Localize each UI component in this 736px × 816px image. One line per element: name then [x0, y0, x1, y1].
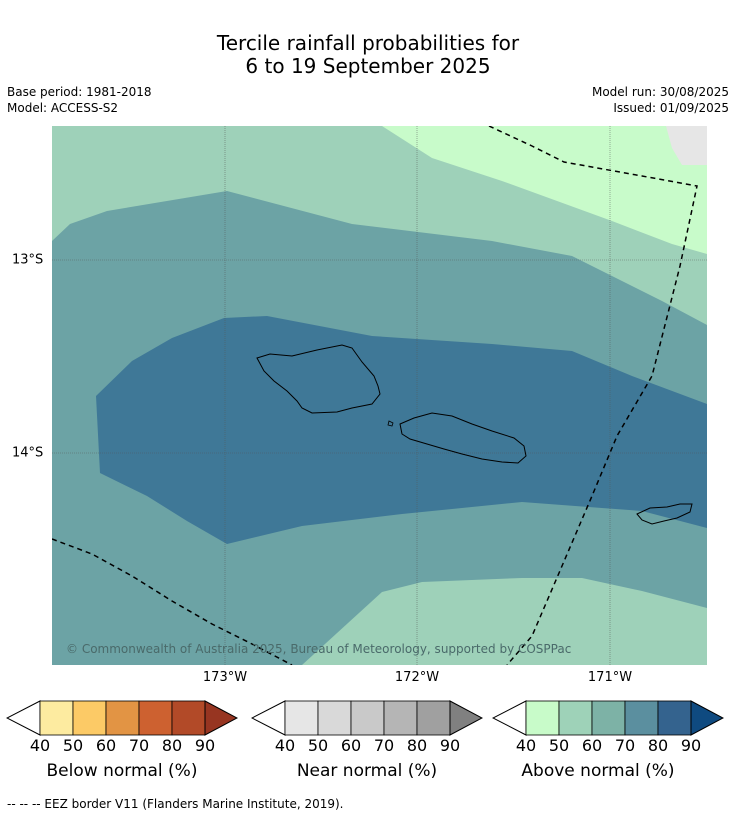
- cb2-tick-60: 60: [340, 736, 362, 755]
- colorbar-above-normal: 40 50 60 70 80 90 Above normal (%): [491, 700, 725, 781]
- lat-label-14s: 14°S: [12, 445, 44, 461]
- cb2-title: Near normal (%): [296, 761, 438, 781]
- chart-title-line1: Tercile rainfall probabilities for: [216, 31, 520, 55]
- cb3-swatch-70: [624, 700, 659, 736]
- cb1-tick-60: 60: [95, 736, 117, 755]
- cb2-swatch-40: [284, 700, 319, 736]
- cb2-tick-50: 50: [307, 736, 329, 755]
- eez-border-west: [52, 538, 293, 665]
- lon-label-171w: 171°W: [587, 670, 633, 685]
- cb1-swatch-50: [72, 700, 107, 736]
- chart-title-line2: 6 to 19 September 2025: [245, 54, 491, 78]
- cb1-tick-70: 70: [128, 736, 150, 755]
- colorbar-below-normal: 40 50 60 70 80 90 Below normal (%): [5, 700, 239, 781]
- probability-map: © Commonwealth of Australia 2025, Bureau…: [52, 126, 707, 665]
- model-info: Base period: 1981-2018 Model: ACCESS-S2: [7, 84, 152, 116]
- cb2-swatch-80: [416, 700, 451, 736]
- contour-40-northeast: [382, 126, 707, 254]
- run-info: Model run: 30/08/2025 Issued: 01/09/2025: [592, 84, 729, 116]
- cb3-tick-80: 80: [647, 736, 669, 755]
- cb3-title: Above normal (%): [521, 761, 675, 781]
- cb1-tick-50: 50: [62, 736, 84, 755]
- cb1-swatch-70: [138, 700, 173, 736]
- cb2-tick-80: 80: [406, 736, 428, 755]
- cb3-tick-50: 50: [548, 736, 570, 755]
- cb3-swatch-50: [558, 700, 593, 736]
- cb3-arrow-low: [491, 700, 527, 736]
- contour-50-south: [302, 578, 707, 665]
- cb3-swatch-40: [525, 700, 560, 736]
- cb2-swatch-50: [317, 700, 352, 736]
- colorbar-near-normal-swatches: [250, 700, 484, 736]
- colorbar-below-normal-swatches: [5, 700, 239, 736]
- cb1-title: Below normal (%): [46, 761, 198, 781]
- footnote: -- -- -- EEZ border V11 (Flanders Marine…: [7, 797, 344, 811]
- cb1-arrow-low: [5, 700, 41, 736]
- cb3-swatch-60: [591, 700, 626, 736]
- cb1-tick-80: 80: [161, 736, 183, 755]
- cb2-tick-90: 90: [439, 736, 461, 755]
- lat-label-13s: 13°S: [12, 252, 44, 268]
- land-patch: [666, 126, 707, 165]
- cb3-tick-60: 60: [581, 736, 603, 755]
- lon-label-172w: 172°W: [394, 670, 440, 685]
- manono-island: [387, 420, 394, 427]
- colorbar-near-normal: 40 50 60 70 80 90 Near normal (%): [250, 700, 484, 781]
- cb2-swatch-60: [350, 700, 385, 736]
- cb3-tick-40: 40: [515, 736, 537, 755]
- colorbar-above-normal-swatches: [491, 700, 725, 736]
- upolu-island: [399, 412, 527, 464]
- cb2-arrow-high: [449, 700, 484, 736]
- model-name: Model: ACCESS-S2: [7, 101, 119, 115]
- savaii-island: [256, 344, 381, 414]
- issued-date: Issued: 01/09/2025: [613, 101, 729, 115]
- cb1-swatch-80: [171, 700, 206, 736]
- base-period: Base period: 1981-2018: [7, 85, 152, 99]
- cb1-swatch-40: [39, 700, 74, 736]
- cb2-swatch-70: [383, 700, 418, 736]
- copyright-notice: © Commonwealth of Australia 2025, Bureau…: [66, 642, 571, 656]
- cb3-tick-70: 70: [614, 736, 636, 755]
- cb3-swatch-80: [657, 700, 692, 736]
- cb1-arrow-high: [204, 700, 239, 736]
- cb1-tick-90: 90: [194, 736, 216, 755]
- lon-label-173w: 173°W: [202, 670, 248, 685]
- tutuila-island: [636, 503, 693, 525]
- cb1-swatch-60: [105, 700, 140, 736]
- cb1-tick-40: 40: [29, 736, 51, 755]
- cb3-arrow-high: [690, 700, 725, 736]
- cb2-tick-70: 70: [373, 736, 395, 755]
- cb3-tick-90: 90: [680, 736, 702, 755]
- model-run: Model run: 30/08/2025: [591, 85, 729, 99]
- cb2-arrow-low: [250, 700, 286, 736]
- cb2-tick-40: 40: [274, 736, 296, 755]
